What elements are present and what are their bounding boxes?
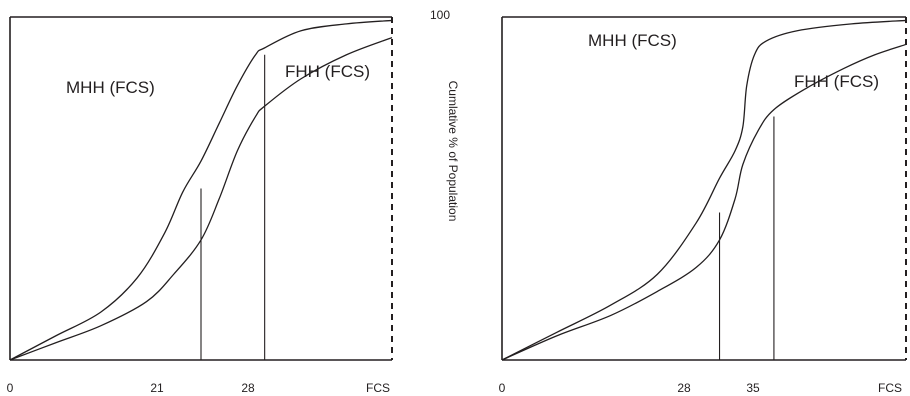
left-chart-tick-28: 28 xyxy=(241,381,255,395)
right-chart-tick-28: 28 xyxy=(677,381,691,395)
left-chart-mhh-label: MHH (FCS) xyxy=(66,78,155,97)
chart-right: 0 28 35 FCS MHH (FCS) FHH (FCS) xyxy=(499,16,907,395)
right-chart-series-mhh-line xyxy=(501,19,907,361)
left-chart-series-fhh-line xyxy=(9,36,393,361)
left-chart-fhh-label: FHH (FCS) xyxy=(285,62,370,81)
right-chart-fhh-label: FHH (FCS) xyxy=(794,72,879,91)
y-axis-label: Cumlative % of Population xyxy=(446,81,460,222)
left-chart-series-mhh-line xyxy=(9,19,393,361)
right-chart-plot xyxy=(501,19,907,361)
right-chart-tick-fcs: FCS xyxy=(878,381,902,395)
right-chart-series-fhh-line xyxy=(501,43,907,361)
left-chart-tick-21: 21 xyxy=(150,381,164,395)
right-chart-mhh-label: MHH (FCS) xyxy=(588,31,677,50)
right-chart-tick-0: 0 xyxy=(499,381,506,395)
chart-left: 0 21 28 FCS MHH (FCS) FHH (FCS) xyxy=(7,16,393,395)
left-chart-tick-fcs: FCS xyxy=(366,381,390,395)
left-chart-tick-0: 0 xyxy=(7,381,14,395)
right-chart-tick-35: 35 xyxy=(746,381,760,395)
y-axis-top-label: 100 xyxy=(430,8,450,22)
left-chart-plot xyxy=(9,19,393,361)
